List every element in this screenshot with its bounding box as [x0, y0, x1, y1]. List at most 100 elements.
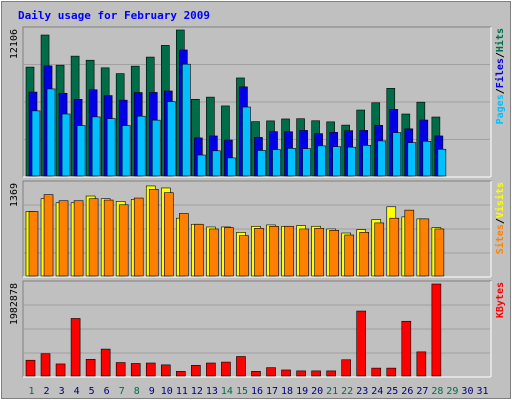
bar-pages-day-10 [166, 101, 176, 177]
bar-sites-day-7 [118, 204, 129, 277]
legend-entry: Sites [494, 224, 506, 254]
bar-kbytes-day-3 [55, 363, 66, 377]
bar-pages-day-14 [227, 157, 236, 177]
x-tick-label-day-9: 9 [149, 386, 155, 397]
x-tick-label-day-7: 7 [119, 386, 125, 397]
bar-sites-day-22 [344, 234, 354, 277]
x-tick-label-day-15: 15 [236, 386, 248, 397]
bar-sites-day-21 [329, 230, 339, 277]
x-tick-label-day-16: 16 [251, 386, 263, 397]
bar-sites-day-19 [299, 228, 309, 277]
legend-entry: KBytes [495, 282, 506, 318]
x-tick-label-day-13: 13 [206, 386, 218, 397]
bar-sites-day-26 [404, 209, 415, 277]
x-tick-label-day-18: 18 [281, 386, 293, 397]
x-tick-label-day-23: 23 [356, 386, 368, 397]
bar-kbytes-day-26 [401, 320, 412, 377]
bar-sites-day-13 [209, 228, 219, 277]
x-tick-label-day-30: 30 [461, 386, 473, 397]
bar-sites-day-24 [374, 222, 385, 277]
bar-kbytes-day-8 [130, 363, 141, 377]
x-tick-label-day-3: 3 [59, 386, 65, 397]
bar-pages-day-20 [317, 145, 326, 177]
bar-kbytes-day-11 [176, 371, 186, 377]
bar-kbytes-day-5 [85, 358, 96, 377]
bar-sites-day-17 [269, 225, 279, 277]
bar-pages-day-2 [46, 88, 56, 177]
legend-entry: Files [494, 58, 506, 88]
x-tick-label-day-24: 24 [371, 386, 383, 397]
bar-pages-day-3 [61, 113, 71, 177]
bar-kbytes-day-21 [326, 370, 336, 377]
y-axis-max-label: 12106 [9, 29, 20, 59]
legend-kbytes: KBytes [495, 282, 506, 318]
bar-kbytes-day-23 [356, 310, 367, 377]
bar-pages-day-9 [151, 119, 161, 177]
x-tick-label-day-14: 14 [221, 386, 233, 397]
bar-kbytes-day-13 [206, 362, 216, 377]
x-tick-label-day-27: 27 [416, 386, 428, 397]
x-tick-label-day-31: 31 [476, 386, 488, 397]
y-axis-max-label: 1369 [9, 183, 20, 207]
bar-sites-day-2 [43, 194, 54, 277]
bar-pages-day-27 [422, 140, 432, 177]
x-tick-label-day-17: 17 [266, 386, 278, 397]
bar-sites-day-28 [434, 228, 445, 277]
bar-pages-day-4 [76, 125, 86, 177]
bar-pages-day-12 [197, 154, 206, 177]
x-tick-label-day-8: 8 [134, 386, 140, 397]
legend-entry: Hits [494, 28, 506, 52]
bar-kbytes-day-2 [40, 353, 51, 377]
x-tick-label-day-19: 19 [296, 386, 308, 397]
bar-sites-day-27 [419, 218, 430, 277]
bar-kbytes-day-17 [266, 367, 276, 377]
bar-kbytes-day-20 [311, 370, 321, 377]
bar-sites-day-5 [88, 198, 99, 277]
bar-kbytes-day-27 [416, 351, 427, 377]
bar-kbytes-day-28 [431, 283, 442, 377]
bar-kbytes-day-14 [221, 361, 231, 377]
bar-pages-day-11 [182, 63, 191, 177]
x-tick-label-day-22: 22 [341, 386, 353, 397]
bar-kbytes-day-4 [70, 318, 81, 377]
x-tick-label-day-21: 21 [326, 386, 338, 397]
bar-kbytes-day-1 [25, 359, 36, 377]
bar-kbytes-day-12 [191, 365, 201, 377]
bar-pages-day-18 [287, 148, 296, 177]
bar-pages-day-23 [362, 145, 372, 177]
x-tick-label-day-26: 26 [401, 386, 413, 397]
x-tick-label-day-28: 28 [431, 386, 443, 397]
bar-sites-day-20 [314, 227, 324, 277]
x-tick-label-day-29: 29 [446, 386, 458, 397]
x-tick-label-day-11: 11 [176, 386, 188, 397]
bar-kbytes-day-18 [281, 369, 291, 377]
bar-sites-day-6 [103, 199, 114, 277]
bar-pages-day-16 [257, 150, 266, 177]
x-tick-label-day-4: 4 [74, 386, 80, 397]
legend-sites-visits: Sites/Visits [494, 182, 506, 254]
bar-pages-day-24 [377, 140, 387, 177]
x-tick-label-day-1: 1 [29, 386, 35, 397]
bar-sites-day-25 [389, 217, 400, 277]
bar-kbytes-day-19 [296, 370, 306, 377]
bar-sites-day-12 [194, 223, 204, 277]
legend-entry: Pages [495, 94, 506, 124]
y-axis-labels: 12106 1369 1982878 [9, 29, 20, 325]
chart-title: Daily usage for February 2009 [18, 9, 210, 22]
x-axis-labels: 1 2 3 4 5 6 7 8 9 10 11 12 13 14 15 16 17 18 19 20 21 22 23 24 2… [29, 386, 489, 397]
bar-sites-day-3 [58, 200, 69, 277]
bar-pages-day-8 [136, 115, 146, 177]
bar-kbytes-day-24 [371, 367, 382, 377]
bar-pages-day-26 [407, 142, 417, 177]
bar-sites-day-10 [163, 192, 174, 277]
legend-entry: / [495, 52, 506, 58]
bar-sites-day-8 [133, 197, 144, 277]
bar-pages-day-22 [347, 146, 356, 177]
bar-pages-day-6 [106, 118, 116, 177]
bar-pages-day-13 [212, 150, 221, 177]
legend-entry: Visits [494, 182, 506, 218]
bar-kbytes-day-9 [145, 362, 156, 377]
bar-pages-day-17 [272, 149, 281, 177]
